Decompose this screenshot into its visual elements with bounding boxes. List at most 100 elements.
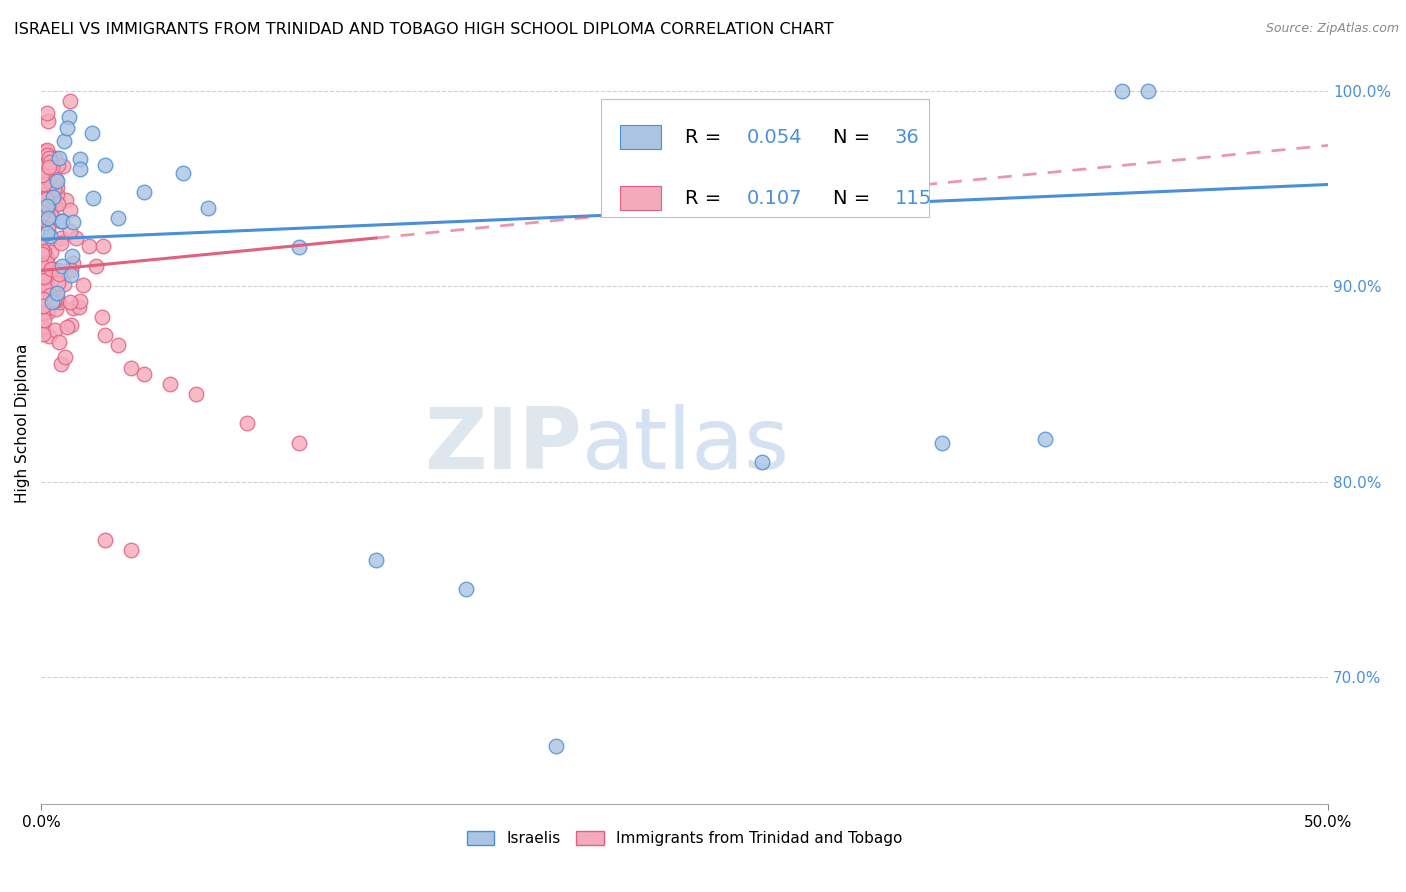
Point bbox=[364, 553, 387, 567]
Point bbox=[34, 226, 56, 240]
Point bbox=[120, 361, 142, 376]
Point bbox=[46, 262, 69, 277]
Point bbox=[62, 256, 84, 270]
Point bbox=[32, 269, 55, 284]
Point bbox=[39, 155, 62, 169]
Point bbox=[58, 110, 80, 124]
Point bbox=[31, 319, 53, 334]
Point bbox=[42, 293, 65, 307]
Point bbox=[59, 318, 82, 333]
Point bbox=[52, 277, 75, 292]
Legend: Israelis, Immigrants from Trinidad and Tobago: Israelis, Immigrants from Trinidad and T… bbox=[467, 831, 903, 847]
Text: Source: ZipAtlas.com: Source: ZipAtlas.com bbox=[1265, 22, 1399, 36]
Text: R =: R = bbox=[685, 188, 734, 208]
Point bbox=[236, 416, 259, 430]
Point bbox=[120, 543, 142, 558]
Point bbox=[94, 328, 117, 343]
Text: atlas: atlas bbox=[582, 404, 790, 487]
Point bbox=[32, 313, 55, 327]
Point bbox=[39, 229, 62, 244]
Point bbox=[44, 151, 66, 165]
Point bbox=[41, 262, 63, 277]
Point bbox=[31, 326, 53, 341]
Point bbox=[31, 219, 53, 234]
Point bbox=[69, 161, 91, 176]
Point bbox=[55, 121, 77, 136]
Point bbox=[45, 180, 67, 194]
Point bbox=[31, 293, 53, 307]
Point bbox=[42, 186, 65, 200]
Point bbox=[41, 176, 63, 190]
Point bbox=[42, 182, 65, 196]
Point bbox=[31, 245, 53, 260]
Point bbox=[59, 263, 82, 277]
Point bbox=[69, 294, 91, 309]
Point bbox=[107, 338, 129, 352]
Point bbox=[31, 306, 53, 320]
Point bbox=[49, 214, 72, 228]
Point bbox=[1111, 84, 1133, 98]
Point bbox=[107, 211, 129, 225]
Point bbox=[132, 186, 155, 200]
Point bbox=[35, 226, 58, 240]
Point bbox=[67, 300, 90, 314]
Point bbox=[41, 245, 63, 260]
Point bbox=[65, 230, 87, 244]
Point bbox=[56, 319, 79, 334]
Point bbox=[31, 243, 53, 257]
Point bbox=[35, 148, 58, 162]
Point bbox=[751, 455, 773, 469]
Point bbox=[34, 269, 56, 284]
Point bbox=[37, 222, 59, 236]
Point bbox=[31, 210, 53, 224]
Point bbox=[454, 582, 477, 597]
Point bbox=[46, 277, 69, 291]
Point bbox=[38, 151, 60, 165]
Point bbox=[91, 310, 114, 324]
Point bbox=[35, 235, 58, 250]
Text: 115: 115 bbox=[894, 188, 932, 208]
Point bbox=[34, 157, 56, 171]
Point bbox=[38, 202, 60, 217]
Point bbox=[94, 533, 117, 548]
Point bbox=[51, 213, 73, 227]
Point bbox=[72, 277, 94, 292]
Point bbox=[52, 134, 75, 148]
Text: N =: N = bbox=[832, 128, 876, 146]
Point bbox=[46, 158, 69, 172]
Point bbox=[32, 158, 55, 172]
Point bbox=[62, 215, 84, 229]
Point bbox=[42, 193, 65, 207]
Point bbox=[55, 194, 77, 208]
Point bbox=[37, 105, 59, 120]
Point bbox=[59, 203, 82, 218]
Point bbox=[31, 169, 53, 183]
Point bbox=[51, 214, 73, 228]
Point bbox=[46, 174, 69, 188]
Text: N =: N = bbox=[832, 188, 876, 208]
FancyBboxPatch shape bbox=[620, 186, 661, 211]
Point bbox=[39, 262, 62, 277]
Point bbox=[31, 322, 53, 336]
Point bbox=[62, 301, 84, 315]
FancyBboxPatch shape bbox=[600, 99, 929, 217]
Point bbox=[31, 206, 53, 220]
Point bbox=[77, 238, 100, 252]
Point bbox=[48, 295, 70, 310]
Point bbox=[32, 299, 55, 313]
Point bbox=[45, 302, 67, 317]
Point bbox=[59, 268, 82, 282]
Point bbox=[60, 249, 83, 263]
Point bbox=[42, 293, 65, 307]
Point bbox=[159, 376, 181, 391]
Point bbox=[35, 190, 58, 204]
Point bbox=[39, 208, 62, 222]
Point bbox=[49, 235, 72, 250]
Point bbox=[44, 323, 66, 337]
Point bbox=[42, 190, 65, 204]
Point bbox=[38, 160, 60, 174]
Point bbox=[35, 186, 58, 200]
Point bbox=[37, 114, 59, 128]
Point bbox=[34, 144, 56, 158]
Point bbox=[31, 246, 53, 260]
